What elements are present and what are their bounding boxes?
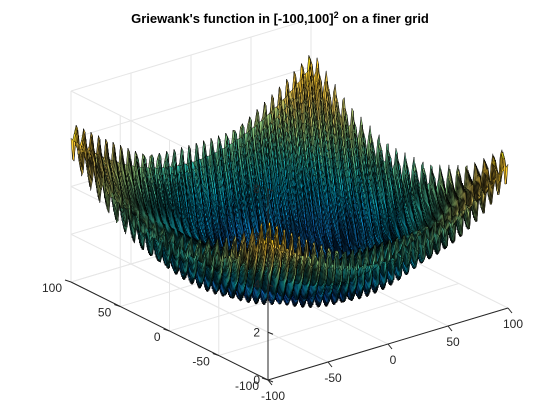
grid-line-x [130,263,329,363]
surface-mesh [70,55,509,308]
